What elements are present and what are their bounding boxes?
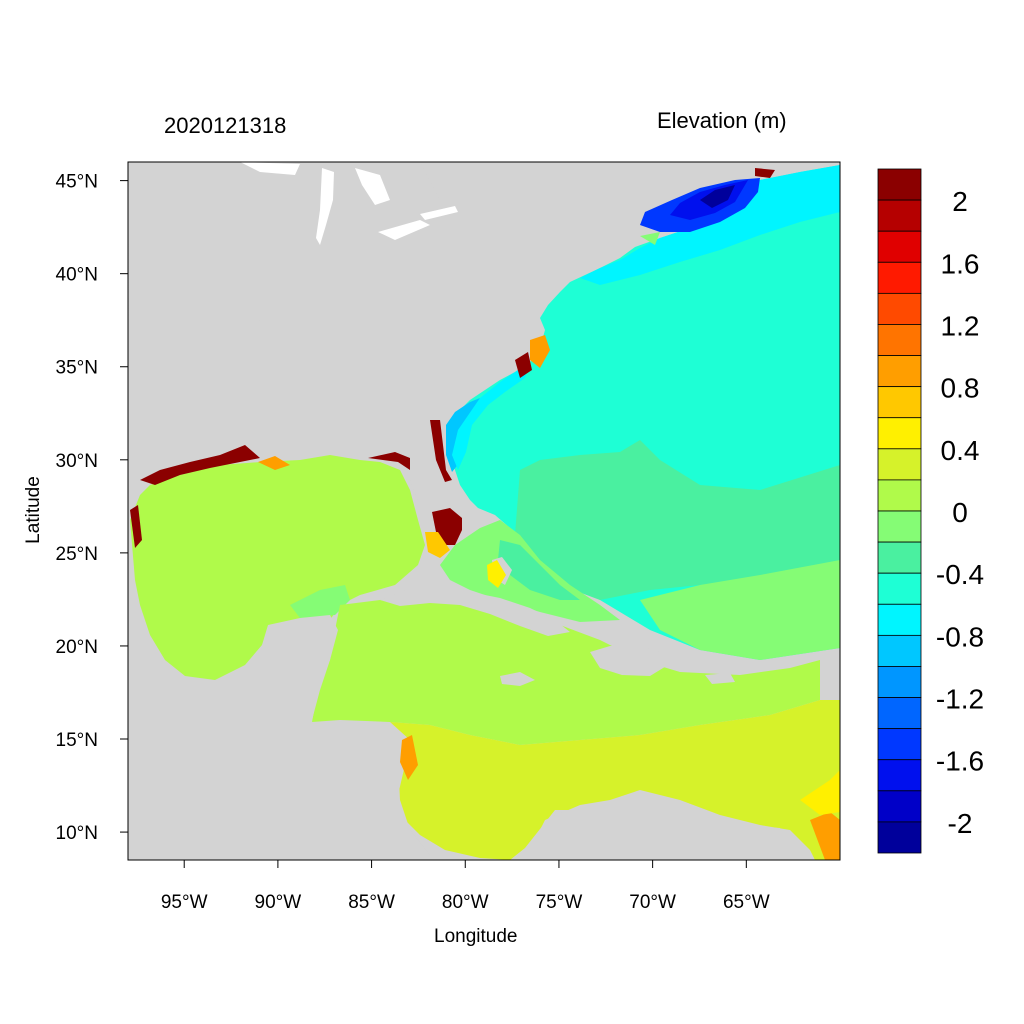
x-tick-label: 70°W [629,892,676,913]
y-tick-label: 15°N [56,730,98,751]
south-america [525,790,815,860]
cape-cod-surge [640,232,660,245]
colorbar-label: 0.4 [941,435,980,466]
colorbar: 2 1.6 1.2 0.8 0.4 0 -0.4 -0.8 -1.2 -1.6 -2 [877,168,984,854]
colorbar-swatch [877,821,922,854]
hispaniola [590,646,668,676]
plot-frame [127,161,841,861]
caribbean-sea-field [312,595,820,745]
northeast-florida-surge [430,420,452,482]
colorbar-label: -1.2 [936,684,984,715]
gulf-of-mexico-field [130,455,425,680]
carolina-surge [515,352,532,378]
y-tick-label: 35°N [56,358,98,379]
jamaica [500,672,535,686]
bahamas-surge [487,560,506,588]
colorbar-swatch [877,417,922,450]
plot-timestamp-title: 2020121318 [164,113,287,138]
colorbar-swatch [877,634,922,667]
x-tick-label: 75°W [536,892,583,913]
colorbar-swatch [877,479,922,512]
colorbar-swatch [877,697,922,730]
venezuela-surge [800,770,840,815]
colorbar-label: -0.4 [936,559,984,590]
colorbar-label: 0 [952,497,968,528]
colorbar-swatch [877,324,922,356]
southeast-atlantic-band [640,560,840,660]
x-tick-label: 90°W [255,892,302,913]
colorbar-swatch [877,666,922,698]
colorbar-swatch [877,261,922,294]
map-area [128,162,840,860]
colorbar-swatch [877,448,922,481]
puerto-rico [705,673,735,684]
colorbar-swatch [877,510,922,543]
colorbar-swatch [877,386,922,419]
colorbar-swatch [877,230,922,263]
colorbar-swatch [877,759,922,792]
louisiana-surge [140,445,260,485]
x-axis: 95°W 90°W 85°W 80°W 75°W 70°W 65°W [161,860,770,913]
yucatan-peninsula [262,615,338,722]
honduras-surge [400,735,418,780]
bigbend-surge [368,452,410,470]
x-tick-label: 80°W [442,892,489,913]
colorbar-swatch [877,355,922,388]
x-axis-label: Longitude [434,926,518,947]
y-tick-label: 25°N [56,544,98,565]
y-axis: 45°N 40°N 35°N 30°N 25°N 20°N 15°N 10°N [56,172,128,844]
colorbar-label: -2 [948,808,973,839]
texas-surge [130,505,142,548]
lake-ontario [420,206,458,220]
gulf-low-patch [290,585,350,618]
colorbar-label: 0.8 [941,373,980,404]
bahamas-region [498,540,580,600]
colorbar-swatch [877,292,922,325]
colorbar-swatch [877,168,922,201]
surge-hotspots [130,168,840,860]
nova-scotia-surge [755,168,775,178]
colorbar-label: 2 [952,186,968,217]
colorbar-swatch [877,728,922,761]
cuba [380,588,570,636]
plot-variable-title: Elevation (m) [657,108,787,133]
lake-superior [240,162,300,175]
y-tick-label: 40°N [56,265,98,286]
central-atlantic-band [515,440,840,600]
colorbar-label: -0.8 [936,621,984,652]
south-florida-surge [425,532,450,558]
lake-huron [355,168,390,205]
colorbar-swatch [877,790,922,823]
x-tick-label: 85°W [348,892,395,913]
colorbar-swatch [877,541,922,574]
x-tick-label: 65°W [723,892,770,913]
venezuela-surge [810,812,840,860]
carolina-surge [530,335,550,368]
central-america [128,720,440,860]
colorbar-label: 1.2 [941,310,980,341]
colorbar-swatch [877,199,922,232]
y-tick-label: 10°N [56,823,98,844]
lake-erie [378,220,430,240]
y-tick-label: 20°N [56,637,98,658]
louisiana-surge [258,456,290,470]
great-lakes-land [128,162,440,480]
colorbar-swatch [877,603,922,636]
gulf-of-maine-low [700,185,735,208]
great-lakes [240,162,458,245]
lake-michigan [316,168,334,245]
y-tick-label: 30°N [56,451,98,472]
colorbar-label: 1.6 [941,248,980,279]
x-tick-label: 95°W [161,892,208,913]
colorbar-swatch [877,572,922,605]
y-tick-label: 45°N [56,172,98,193]
colorbar-label: -1.6 [936,746,984,777]
